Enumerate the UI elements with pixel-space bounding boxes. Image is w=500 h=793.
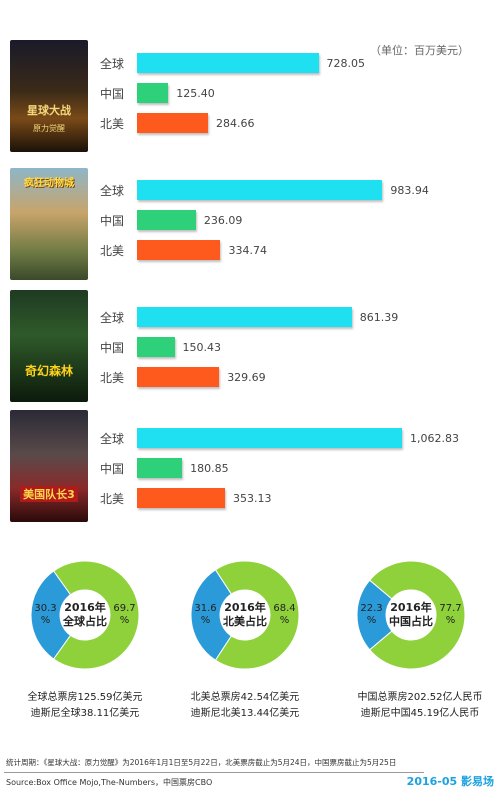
- donut-chart: 2016年 全球占比 30.3% 69.7%: [30, 560, 140, 670]
- donut-caption: 全球总票房125.59亿美元 迪斯尼全球38.11亿美元: [10, 690, 160, 722]
- poster-title: 星球大战: [27, 104, 71, 117]
- bar-value-label: 236.09: [203, 214, 243, 227]
- donut-title: 2016年 全球占比: [63, 601, 107, 628]
- donut-slice-disney: [30, 570, 72, 660]
- donut-slice-label: 22.3%: [360, 603, 383, 626]
- bar-value-label: 329.69: [227, 371, 266, 384]
- donut-title: 2016年 中国占比: [389, 601, 433, 628]
- bar-china: [137, 83, 169, 103]
- donut-svg: [356, 560, 466, 670]
- poster-title: 奇幻森林: [24, 364, 73, 378]
- bar-value-label: 728.05: [326, 57, 366, 70]
- donut-slice-label: 77.7%: [439, 603, 462, 626]
- poster-star-wars: 星球大战 原力觉醒: [10, 40, 88, 152]
- donut-caption-line: 迪斯尼中国45.19亿人民币: [360, 708, 480, 719]
- divider: [4, 772, 424, 773]
- donut-slice-disney: [190, 569, 233, 661]
- bar-value-label: 353.13: [233, 492, 272, 505]
- donut-svg: [190, 560, 300, 670]
- donut-caption-line: 北美总票房42.54亿美元: [190, 692, 300, 703]
- bar-value-label: 150.43: [182, 341, 222, 354]
- poster-title: 美国队长3: [20, 486, 78, 502]
- donut-slice-label: 31.6%: [194, 603, 217, 626]
- donut-slice-label: 69.7%: [113, 603, 136, 626]
- category-label-global: 全球: [100, 311, 125, 325]
- bar-north-america: [137, 367, 220, 387]
- brand-label: 2016-05 影易场: [406, 775, 494, 788]
- donut-svg: [30, 560, 140, 670]
- donut-slice-label: 68.4%: [273, 603, 296, 626]
- poster-subtitle: 原力觉醒: [33, 124, 65, 133]
- bar-value-label: 284.66: [215, 117, 255, 130]
- category-label-north-america: 北美: [100, 492, 125, 506]
- bar-value-label: 861.39: [359, 311, 399, 324]
- donut-caption: 北美总票房42.54亿美元 迪斯尼北美13.44亿美元: [170, 690, 320, 722]
- unit-label: （单位：百万美元）: [370, 44, 469, 57]
- poster-title: 疯狂动物城: [24, 178, 74, 189]
- bar-china: [137, 458, 183, 478]
- category-label-china: 中国: [100, 462, 125, 476]
- donut-caption: 中国总票房202.52亿人民币 迪斯尼中国45.19亿人民币: [345, 690, 495, 722]
- poster-captain-america: 美国队长3: [10, 410, 88, 522]
- donut-slice-label: 30.3%: [34, 603, 57, 626]
- category-label-global: 全球: [100, 57, 125, 71]
- donut-slice-other: [52, 560, 140, 670]
- donut-caption-line: 迪斯尼全球38.11亿美元: [30, 708, 140, 719]
- bar-global: [137, 53, 319, 73]
- bar-china: [137, 337, 175, 357]
- category-label-north-america: 北美: [100, 117, 125, 131]
- bar-north-america: [137, 113, 208, 133]
- source-note: Source:Box Office Mojo,The-Numbers，中国票房C…: [6, 778, 213, 787]
- bar-value-label: 125.40: [176, 87, 215, 100]
- bar-global: [137, 428, 402, 448]
- footnote: 统计周期：《星球大战：原力觉醒》为2016年1月1日至5月22日，北美票房截止为…: [6, 758, 397, 767]
- donut-caption-line: 全球总票房125.59亿美元: [27, 692, 143, 703]
- bar-north-america: [137, 488, 226, 508]
- category-label-global: 全球: [100, 184, 125, 198]
- donut-caption-line: 中国总票房202.52亿人民币: [357, 692, 483, 703]
- bar-value-label: 1,062.83: [410, 432, 459, 445]
- category-label-china: 中国: [100, 341, 125, 355]
- poster-jungle-book: 奇幻森林: [10, 290, 88, 402]
- bar-value-label: 983.94: [390, 184, 429, 197]
- category-label-north-america: 北美: [100, 371, 125, 385]
- donut-chart: 2016年 北美占比 31.6% 68.4%: [190, 560, 300, 670]
- poster-zootopia: 疯狂动物城: [10, 168, 88, 280]
- donut-title: 2016年 北美占比: [223, 601, 267, 628]
- donut-chart: 2016年 中国占比 22.3% 77.7%: [356, 560, 466, 670]
- bar-north-america: [137, 240, 221, 260]
- category-label-north-america: 北美: [100, 244, 125, 258]
- bar-global: [137, 180, 383, 200]
- donut-caption-line: 迪斯尼北美13.44亿美元: [190, 708, 300, 719]
- bar-global: [137, 307, 352, 327]
- donut-slice-other: [369, 560, 466, 670]
- category-label-global: 全球: [100, 432, 125, 446]
- category-label-china: 中国: [100, 214, 125, 228]
- category-label-china: 中国: [100, 87, 125, 101]
- bar-value-label: 334.74: [228, 244, 267, 257]
- donut-slice-other: [214, 560, 300, 670]
- bar-value-label: 180.85: [190, 462, 229, 475]
- bar-china: [137, 210, 196, 230]
